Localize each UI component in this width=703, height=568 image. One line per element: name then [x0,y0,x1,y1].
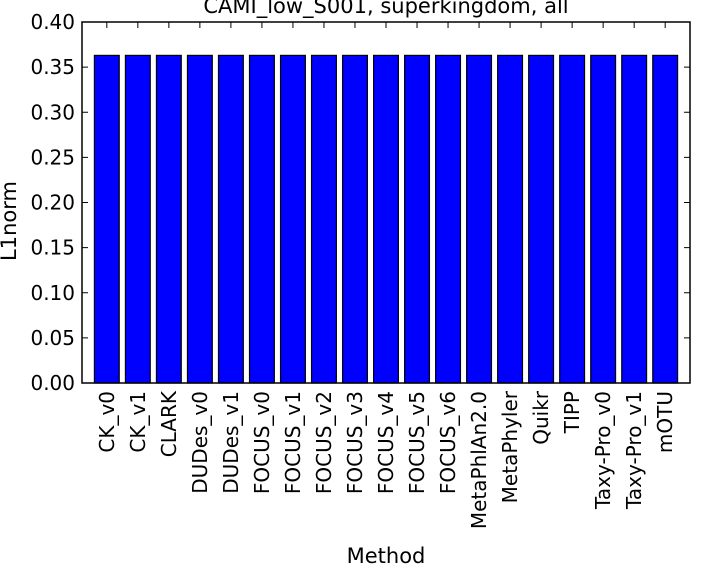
bar-14 [528,54,555,384]
y-tick-label-3: 0.15 [30,236,75,260]
x-tick-label-1: CK_v1 [126,391,150,453]
bar-4 [217,54,244,384]
bar-7 [310,54,337,384]
bar-5 [248,54,275,384]
bar-3 [186,54,213,384]
bar-6 [279,54,306,384]
bar-2 [155,54,182,384]
bar-17 [621,54,648,384]
x-tick-label-7: FOCUS_v2 [312,391,336,494]
chart-title: CAMI_low_S001, superkingdom, all [203,0,569,18]
x-tick-label-5: FOCUS_v0 [250,391,274,494]
y-tick-label-4: 0.20 [30,191,75,215]
y-tick-label-6: 0.30 [30,100,75,124]
bar-0 [93,54,120,384]
bar-12 [466,54,493,384]
x-tick-label-11: FOCUS_v6 [436,391,460,494]
bar-10 [404,54,431,384]
x-tick-label-0: CK_v0 [95,391,119,453]
x-tick-label-4: DUDes_v1 [219,391,243,494]
x-tick-label-14: Quikr [529,390,553,445]
x-axis-ticks: CK_v0 CK_v1 CLARK DUDes_v0 DUDes_v1 FOCUS_v0 F… [95,22,677,529]
x-tick-label-12: MetaPhlAn2.0 [467,391,491,529]
bar-9 [372,54,400,384]
x-tick-label-6: FOCUS_v1 [281,391,305,494]
bar-16 [590,54,617,384]
x-tick-label-16: Taxy-Pro_v0 [591,391,615,510]
x-tick-label-2: CLARK [157,390,181,457]
x-tick-label-9: FOCUS_v4 [374,391,398,494]
x-tick-label-3: DUDes_v0 [188,391,212,494]
bar-13 [497,54,524,384]
bar-8 [341,54,368,384]
plot-frame [81,21,691,384]
x-tick-label-15: TIPP [560,391,584,434]
y-tick-label-2: 0.10 [30,281,75,305]
y-tick-label-0: 0.00 [30,371,75,395]
y-tick-label-8: 0.40 [30,10,75,34]
x-tick-label-17: Taxy-Pro_v1 [622,391,646,510]
x-tick-label-8: FOCUS_v3 [343,391,367,494]
bars-group [93,54,679,384]
bar-18 [652,54,679,384]
x-tick-label-10: FOCUS_v5 [405,391,429,494]
y-tick-label-5: 0.25 [30,145,75,169]
y-axis-ticks: 0.00 0.05 0.10 0.15 0.20 0.25 0.30 0.35 0.40 [30,10,690,395]
bar-11 [435,54,462,384]
x-tick-label-18: mOTU [653,391,677,453]
x-tick-label-13: MetaPhyler [498,390,522,503]
y-tick-label-7: 0.35 [30,55,75,79]
y-tick-label-1: 0.05 [30,326,75,350]
bar-1 [124,54,151,384]
bar-15 [559,54,586,384]
